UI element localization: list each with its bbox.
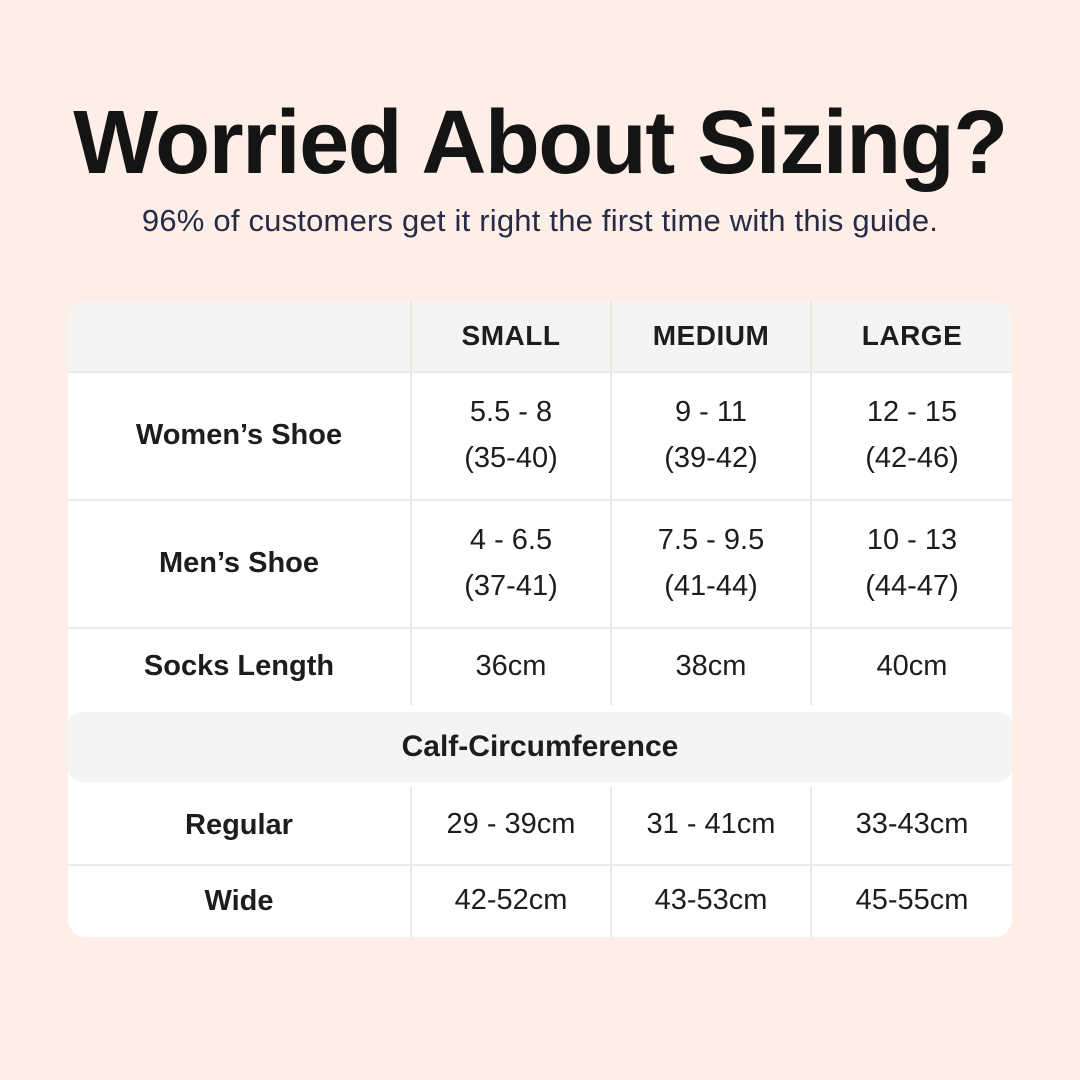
table-row-mens-shoe: Men’s Shoe 4 - 6.5 (37-41) 7.5 - 9.5 (41… <box>68 500 1012 629</box>
cell-line1: 5.5 - 8 <box>469 395 553 428</box>
cell-line1: 12 - 15 <box>866 395 958 428</box>
section-header-calf-circumference: Calf-Circumference <box>68 711 1012 782</box>
cell-regular-medium: 31 - 41cm <box>612 786 812 866</box>
column-header-large: LARGE <box>812 300 1012 373</box>
table-row-womens-shoe: Women’s Shoe 5.5 - 8 (35-40) 9 - 11 (39-… <box>68 372 1012 501</box>
section-gap <box>68 704 1012 712</box>
cell-womens-medium: 9 - 11 (39-42) <box>612 372 812 501</box>
cell-womens-large: 12 - 15 (42-46) <box>812 373 1012 501</box>
row-label-womens-shoe: Women’s Shoe <box>68 372 412 501</box>
cell-socks-medium: 38cm <box>612 628 812 705</box>
cell-wide-small: 42-52cm <box>412 865 612 937</box>
cell-womens-small: 5.5 - 8 (35-40) <box>412 372 612 501</box>
header-empty-cell <box>68 300 412 373</box>
page-title: Worried About Sizing? <box>73 93 1008 193</box>
cell-line2: (42-46) <box>865 441 959 474</box>
cell-mens-large: 10 - 13 (44-47) <box>812 501 1012 629</box>
page-subtitle: 96% of customers get it right the first … <box>141 202 939 238</box>
table-row-wide: Wide 42-52cm 43-53cm 45-55cm <box>68 865 1012 937</box>
section-gap <box>68 781 1012 787</box>
cell-line2: (41-44) <box>664 569 758 602</box>
row-label-socks-length: Socks Length <box>68 628 412 705</box>
cell-line1: 9 - 11 <box>674 395 747 428</box>
row-label-mens-shoe: Men’s Shoe <box>68 500 412 629</box>
cell-wide-large: 45-55cm <box>855 884 969 917</box>
cell-regular-small: 29 - 39cm <box>412 786 612 866</box>
cell-line1: 7.5 - 9.5 <box>657 523 765 556</box>
cell-socks-large: 40cm <box>876 649 948 682</box>
column-header-small: SMALL <box>412 300 612 373</box>
row-label-regular: Regular <box>68 786 412 866</box>
cell-socks-small: 36cm <box>412 628 612 705</box>
cell-wide-medium: 43-53cm <box>612 865 812 937</box>
cell-line2: (37-41) <box>464 569 558 602</box>
cell-line1: 10 - 13 <box>866 523 958 556</box>
cell-line1: 4 - 6.5 <box>469 523 553 556</box>
cell-line2: (44-47) <box>865 569 959 602</box>
table-row-socks-length: Socks Length 36cm 38cm 40cm <box>68 628 1012 705</box>
cell-line2: (35-40) <box>464 441 558 474</box>
cell-mens-small: 4 - 6.5 (37-41) <box>412 500 612 629</box>
size-chart-header-row: SMALL MEDIUM LARGE <box>68 300 1012 373</box>
size-chart-card: SMALL MEDIUM LARGE Women’s Shoe 5.5 - 8 … <box>68 300 1012 937</box>
column-header-medium: MEDIUM <box>612 300 812 373</box>
table-row-regular: Regular 29 - 39cm 31 - 41cm 33-43cm <box>68 786 1012 866</box>
cell-regular-large: 33-43cm <box>812 787 1012 866</box>
cell-mens-medium: 7.5 - 9.5 (41-44) <box>612 500 812 629</box>
row-label-wide: Wide <box>68 865 412 937</box>
cell-line2: (39-42) <box>664 441 758 474</box>
